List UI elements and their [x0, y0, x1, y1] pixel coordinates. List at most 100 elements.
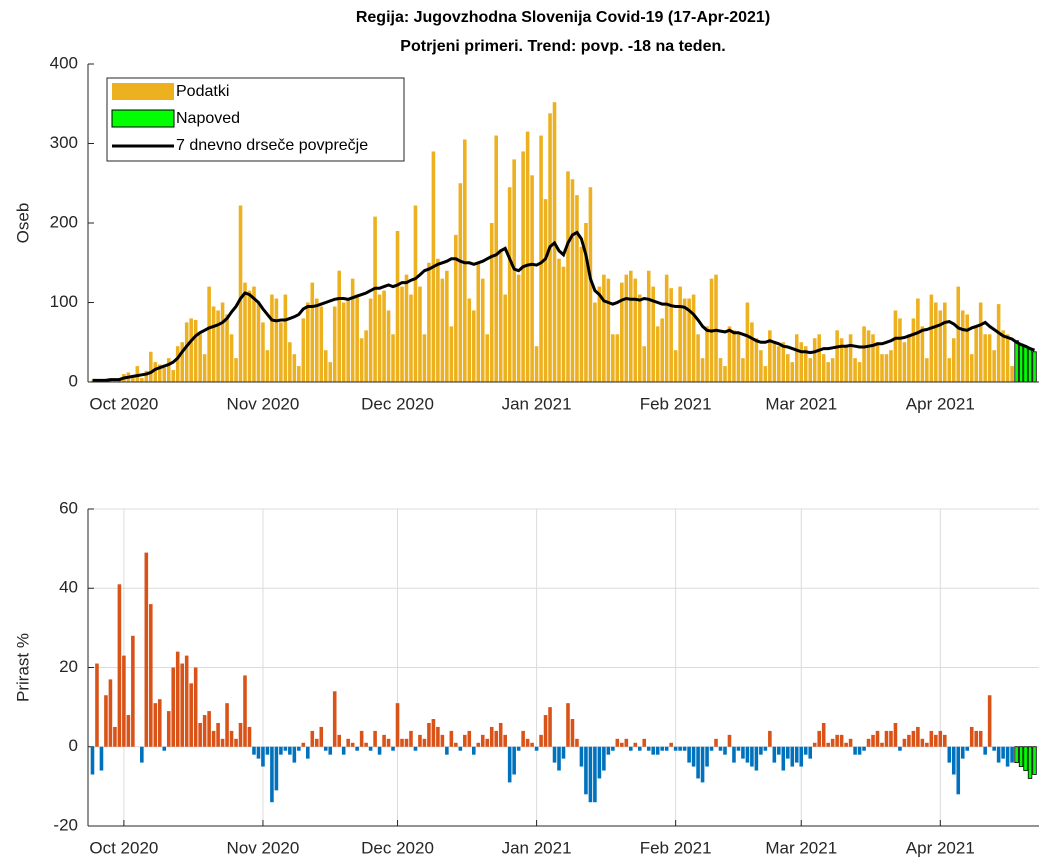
bar [637, 746, 642, 751]
bar [992, 350, 996, 382]
bar [916, 726, 920, 747]
bar [884, 354, 889, 382]
bar [525, 131, 530, 382]
bar [960, 310, 965, 382]
bar [817, 334, 821, 382]
bar [489, 223, 494, 382]
bar [149, 604, 153, 747]
bar [189, 683, 193, 747]
bar [525, 738, 530, 747]
bar [965, 746, 970, 751]
bar [288, 746, 292, 755]
bar [983, 334, 987, 382]
bar [969, 726, 974, 747]
bar [1027, 348, 1033, 383]
bar [821, 722, 826, 747]
bar [413, 746, 418, 751]
bar [534, 346, 539, 382]
bar [611, 334, 615, 382]
bar [382, 734, 386, 747]
bar [754, 746, 759, 771]
bar [943, 302, 947, 382]
bar [489, 726, 494, 747]
bar [144, 552, 149, 747]
bar [445, 746, 449, 755]
bar [292, 746, 297, 763]
bar [449, 730, 454, 747]
bar [332, 306, 337, 382]
bar [297, 746, 301, 751]
bar [799, 342, 804, 382]
bar [660, 318, 664, 382]
bar [1018, 343, 1024, 383]
bar [934, 734, 938, 747]
bar [265, 746, 270, 755]
bar [122, 655, 126, 747]
bar [593, 746, 597, 803]
bar [1023, 345, 1028, 383]
bar [543, 715, 548, 747]
bar [427, 722, 431, 747]
bar [149, 351, 153, 382]
trend-line [92, 230, 1036, 382]
bar [790, 362, 795, 382]
bar [960, 746, 965, 759]
bar [193, 319, 198, 382]
bar [1010, 366, 1014, 382]
bar [427, 262, 431, 382]
bar [561, 746, 566, 759]
bar [709, 746, 714, 751]
bar [633, 278, 638, 382]
bar [696, 334, 700, 382]
bar [772, 746, 777, 763]
bar [628, 270, 633, 382]
y-tick-label: 20 [59, 657, 78, 676]
bar [117, 584, 122, 747]
bar [458, 746, 463, 751]
bar [830, 738, 835, 747]
bar [732, 746, 736, 763]
bar [844, 742, 848, 747]
bar [297, 366, 301, 382]
bar [911, 318, 916, 382]
y-tick-label: 60 [59, 498, 78, 517]
legend-swatch [112, 83, 174, 100]
bar [476, 262, 481, 382]
bar [211, 306, 216, 382]
bar [799, 746, 804, 767]
bar [812, 742, 817, 747]
bar [530, 742, 534, 747]
y-axis-label: Prirast % [13, 633, 32, 702]
bar [835, 734, 839, 747]
bar [328, 362, 333, 382]
bar [570, 179, 575, 382]
bar [314, 298, 319, 382]
bar [633, 742, 638, 747]
bar [346, 298, 350, 382]
bar [301, 318, 306, 382]
bar [548, 707, 552, 747]
bar [471, 746, 476, 755]
bar [153, 703, 158, 747]
bar [785, 354, 790, 382]
bar [431, 719, 436, 747]
bar [687, 298, 691, 382]
bar [140, 378, 144, 382]
bar [359, 730, 364, 747]
bar [288, 342, 292, 382]
bar [1018, 746, 1024, 767]
bar [557, 258, 561, 382]
bar [552, 746, 557, 763]
bar [306, 746, 310, 759]
bar [485, 334, 490, 382]
x-tick-label: Apr 2021 [906, 838, 975, 857]
bar [395, 703, 400, 747]
bar [974, 730, 978, 747]
x-tick-label: Jan 2021 [502, 838, 572, 857]
bar [409, 294, 413, 382]
bar [673, 350, 678, 382]
bar [1001, 746, 1005, 759]
x-tick-label: Nov 2020 [227, 838, 300, 857]
legend-label: Podatki [176, 83, 229, 100]
